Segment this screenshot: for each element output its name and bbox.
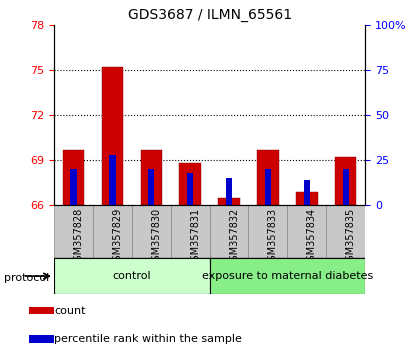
Bar [296, 192, 317, 205]
Text: GSM357831: GSM357831 [190, 208, 200, 267]
Title: GDS3687 / ILMN_65561: GDS3687 / ILMN_65561 [127, 8, 292, 22]
Text: GSM357828: GSM357828 [73, 208, 83, 267]
Bar [102, 67, 123, 205]
Bar [326, 205, 365, 258]
Text: GSM357834: GSM357834 [307, 208, 317, 267]
Bar [141, 150, 162, 205]
Bar [148, 169, 154, 205]
Bar [342, 169, 349, 205]
Bar [93, 205, 132, 258]
Text: GSM357832: GSM357832 [229, 208, 239, 267]
Bar [210, 258, 365, 294]
Bar [171, 205, 210, 258]
Bar [257, 150, 278, 205]
Bar [54, 258, 210, 294]
Bar [218, 198, 240, 205]
Text: GSM357833: GSM357833 [268, 208, 278, 267]
Bar [287, 205, 326, 258]
Text: percentile rank within the sample: percentile rank within the sample [54, 334, 242, 344]
Bar [335, 157, 356, 205]
Text: GSM357835: GSM357835 [346, 208, 356, 267]
Bar [179, 163, 201, 205]
Bar [132, 205, 171, 258]
Text: protocol: protocol [4, 273, 49, 283]
Bar [29, 335, 54, 343]
Text: count: count [54, 306, 85, 316]
Bar [265, 169, 271, 205]
Bar [54, 205, 93, 258]
Bar [29, 307, 54, 314]
Bar [226, 178, 232, 205]
Bar [187, 173, 193, 205]
Text: GSM357830: GSM357830 [151, 208, 161, 267]
Bar [63, 150, 84, 205]
Text: GSM357829: GSM357829 [112, 208, 122, 267]
Text: exposure to maternal diabetes: exposure to maternal diabetes [202, 271, 373, 281]
Bar [304, 180, 310, 205]
Bar [109, 155, 115, 205]
Text: control: control [112, 271, 151, 281]
Bar [249, 205, 287, 258]
Bar [210, 205, 249, 258]
Bar [70, 169, 77, 205]
